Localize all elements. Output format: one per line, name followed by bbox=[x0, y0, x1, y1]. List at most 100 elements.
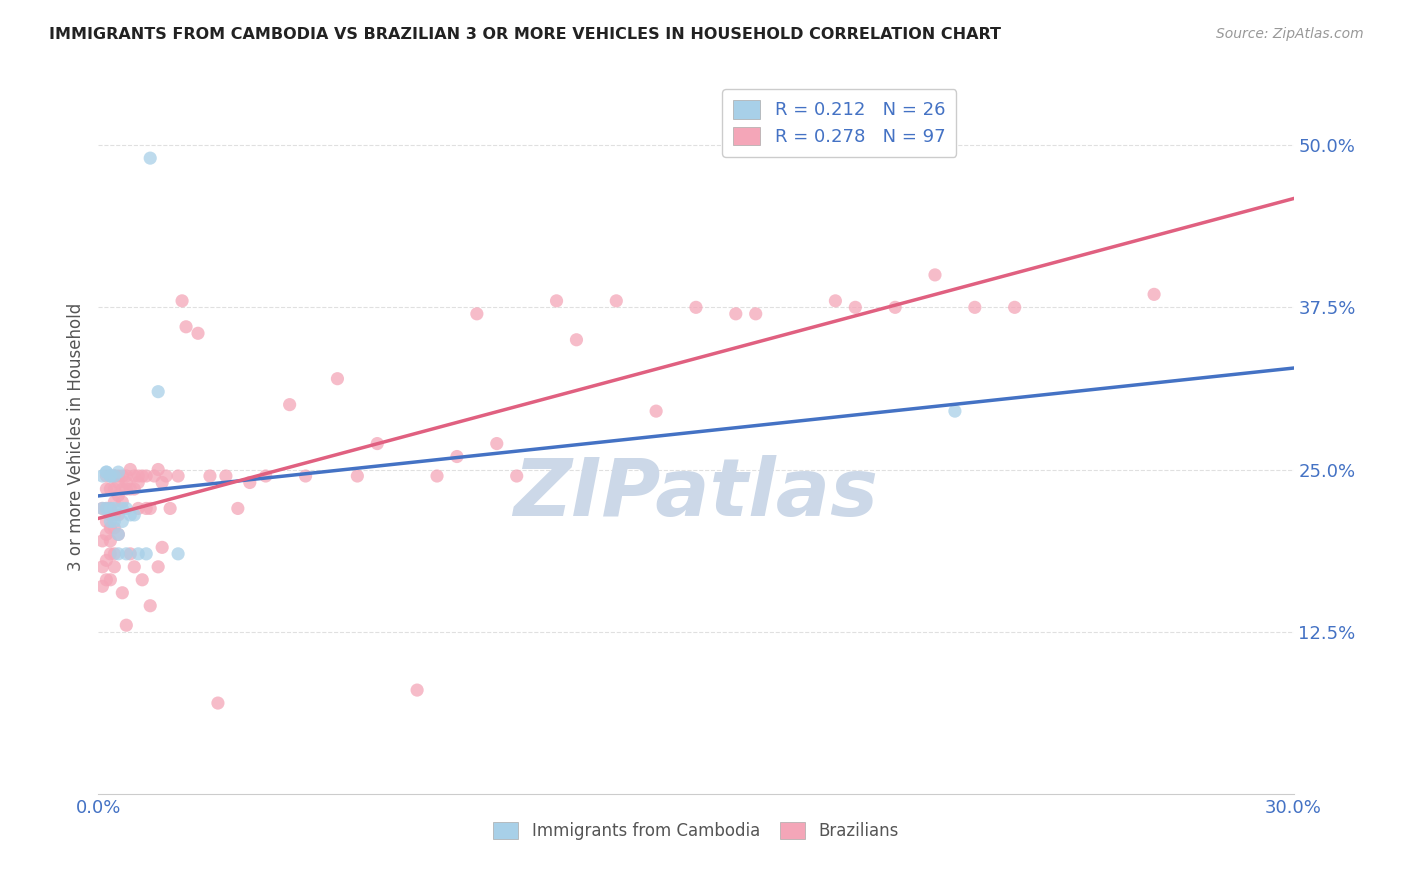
Point bbox=[91, 533, 114, 548]
Point bbox=[120, 547, 142, 561]
Point bbox=[565, 333, 588, 347]
Point bbox=[91, 579, 114, 593]
Point bbox=[115, 501, 138, 516]
Point bbox=[406, 683, 429, 698]
Point bbox=[103, 469, 125, 483]
Point bbox=[103, 469, 125, 483]
Point bbox=[103, 508, 125, 522]
Point bbox=[143, 469, 166, 483]
Point bbox=[239, 475, 262, 490]
Point bbox=[943, 404, 966, 418]
Point bbox=[172, 293, 194, 308]
Point bbox=[98, 508, 122, 522]
Point bbox=[278, 398, 301, 412]
Point bbox=[111, 469, 134, 483]
Point bbox=[107, 488, 129, 502]
Point bbox=[148, 559, 170, 574]
Point bbox=[155, 469, 177, 483]
Point bbox=[103, 559, 125, 574]
Point bbox=[174, 319, 197, 334]
Point bbox=[98, 515, 122, 529]
Point bbox=[1143, 287, 1166, 301]
Point bbox=[546, 293, 568, 308]
Point bbox=[103, 482, 125, 496]
Point bbox=[167, 547, 190, 561]
Point bbox=[96, 573, 118, 587]
Point bbox=[91, 501, 114, 516]
Point bbox=[115, 475, 138, 490]
Point bbox=[107, 508, 129, 522]
Point bbox=[115, 469, 138, 483]
Point bbox=[96, 465, 118, 479]
Point bbox=[724, 307, 747, 321]
Point bbox=[115, 482, 138, 496]
Point bbox=[96, 501, 118, 516]
Point bbox=[198, 469, 221, 483]
Point bbox=[645, 404, 668, 418]
Point bbox=[346, 469, 368, 483]
Point bbox=[98, 573, 122, 587]
Point bbox=[150, 475, 173, 490]
Point bbox=[107, 527, 129, 541]
Point bbox=[135, 501, 157, 516]
Point bbox=[326, 372, 349, 386]
Point bbox=[1004, 301, 1026, 315]
Point bbox=[124, 559, 146, 574]
Point bbox=[96, 515, 118, 529]
Point bbox=[127, 475, 149, 490]
Point bbox=[294, 469, 316, 483]
Point bbox=[115, 618, 138, 632]
Point bbox=[167, 469, 190, 483]
Point bbox=[131, 469, 153, 483]
Point bbox=[91, 559, 114, 574]
Point bbox=[111, 515, 134, 529]
Point bbox=[107, 547, 129, 561]
Point bbox=[131, 573, 153, 587]
Point bbox=[98, 501, 122, 516]
Point bbox=[96, 553, 118, 567]
Point bbox=[120, 508, 142, 522]
Point bbox=[103, 547, 125, 561]
Point bbox=[187, 326, 209, 341]
Point bbox=[159, 501, 181, 516]
Point bbox=[107, 527, 129, 541]
Text: ZIPatlas: ZIPatlas bbox=[513, 455, 879, 533]
Point bbox=[254, 469, 277, 483]
Point bbox=[98, 533, 122, 548]
Point bbox=[91, 501, 114, 516]
Point bbox=[426, 469, 449, 483]
Point bbox=[127, 501, 149, 516]
Point bbox=[98, 482, 122, 496]
Point bbox=[111, 482, 134, 496]
Point bbox=[685, 301, 707, 315]
Point bbox=[150, 541, 173, 555]
Point bbox=[107, 475, 129, 490]
Point bbox=[107, 469, 129, 483]
Point bbox=[96, 465, 118, 479]
Point bbox=[91, 469, 114, 483]
Point bbox=[485, 436, 508, 450]
Point bbox=[139, 501, 162, 516]
Point bbox=[98, 501, 122, 516]
Point bbox=[124, 469, 146, 483]
Point bbox=[127, 547, 149, 561]
Point bbox=[124, 482, 146, 496]
Point bbox=[148, 462, 170, 476]
Point bbox=[963, 301, 986, 315]
Point bbox=[120, 462, 142, 476]
Point bbox=[605, 293, 627, 308]
Point bbox=[103, 469, 125, 483]
Point bbox=[844, 301, 866, 315]
Point bbox=[139, 599, 162, 613]
Point bbox=[745, 307, 768, 321]
Point bbox=[446, 450, 468, 464]
Point bbox=[103, 515, 125, 529]
Point bbox=[98, 469, 122, 483]
Point bbox=[98, 547, 122, 561]
Point bbox=[215, 469, 238, 483]
Point bbox=[207, 696, 229, 710]
Text: Source: ZipAtlas.com: Source: ZipAtlas.com bbox=[1216, 27, 1364, 41]
Point bbox=[824, 293, 846, 308]
Legend: Immigrants from Cambodia, Brazilians: Immigrants from Cambodia, Brazilians bbox=[484, 812, 908, 850]
Point bbox=[98, 469, 122, 483]
